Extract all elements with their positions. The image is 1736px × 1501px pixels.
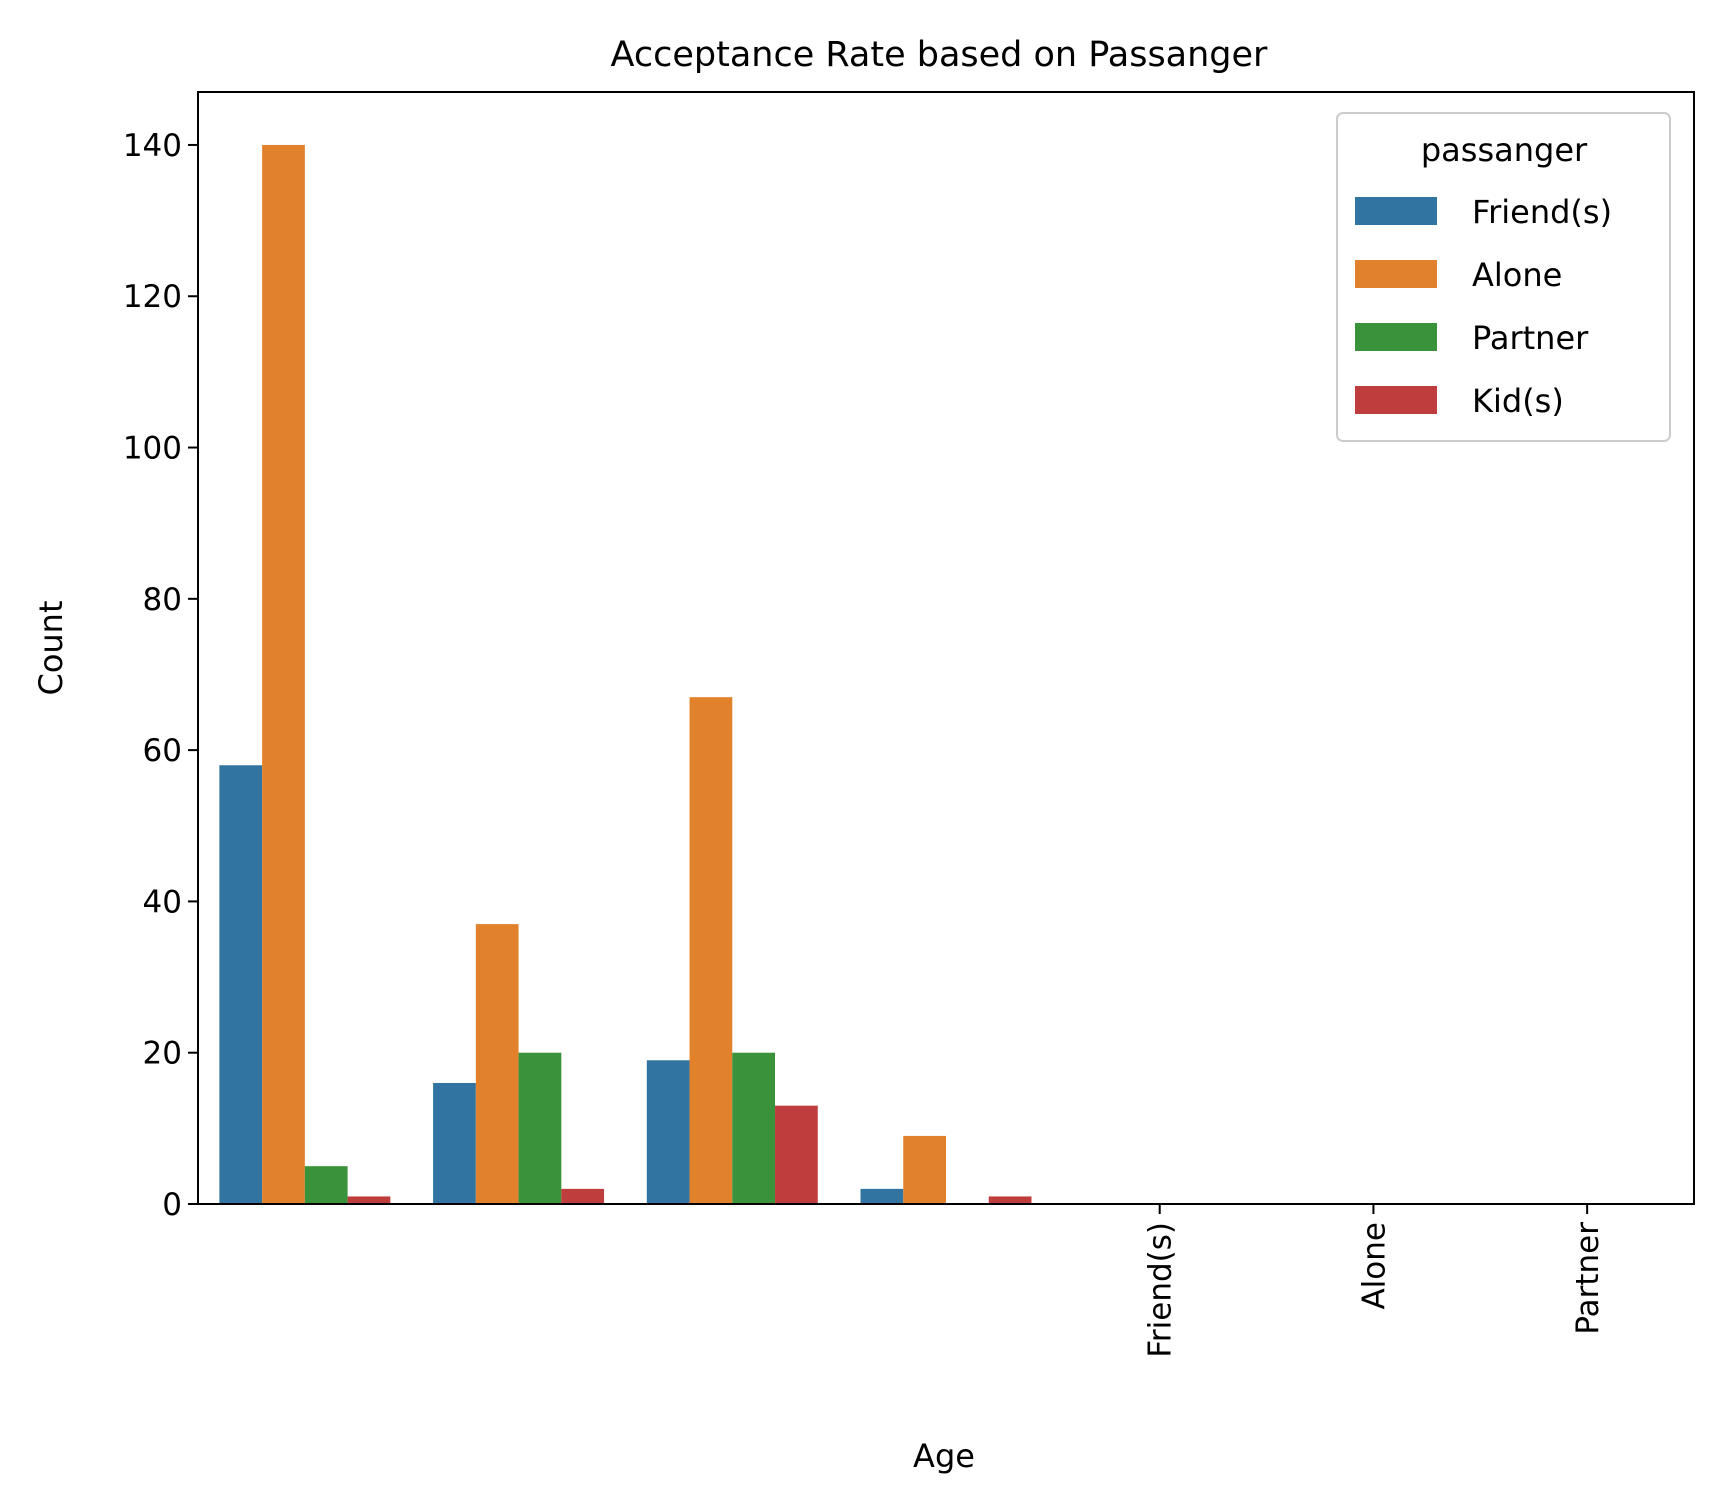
y-tick-label: 20 (143, 1036, 182, 1072)
legend-title: passanger (1421, 131, 1588, 169)
bar-alone-1 (475, 924, 519, 1204)
legend-swatch (1355, 197, 1437, 225)
legend-swatch (1355, 323, 1437, 351)
bar-friends-3 (860, 1188, 904, 1204)
y-tick-label: 60 (143, 733, 182, 769)
y-axis-label: Count (32, 600, 70, 695)
y-tick-label: 80 (143, 582, 182, 618)
x-tick-label: Partner (1570, 1222, 1606, 1335)
y-tick-label: 0 (162, 1187, 182, 1223)
x-tick-label: Friend(s) (1143, 1222, 1179, 1358)
bar-kids-2 (775, 1105, 818, 1204)
y-tick-label: 120 (123, 279, 182, 315)
legend-label: Alone (1472, 256, 1562, 294)
bar-alone-0 (262, 144, 305, 1204)
bar-partner-2 (732, 1052, 776, 1204)
plot-frame (197, 91, 1695, 1205)
bar-kids-1 (561, 1188, 605, 1204)
legend-label: Partner (1472, 319, 1589, 357)
bar-partner-1 (518, 1052, 562, 1204)
bar-partner-0 (304, 1166, 348, 1204)
bar-alone-3 (903, 1135, 946, 1204)
bar-kids-3 (988, 1196, 1032, 1204)
legend: passanger Friend(s) Alone Partner Kid(s) (1336, 112, 1671, 442)
y-tick-label: 40 (143, 884, 182, 920)
x-axis-label: Age (913, 1437, 975, 1475)
legend-swatch (1355, 386, 1437, 414)
legend-box (1336, 112, 1671, 442)
y-tick-label: 140 (123, 128, 182, 164)
x-tick-label: Alone (1356, 1222, 1392, 1310)
y-tick-label: 100 (123, 431, 182, 467)
legend-label: Kid(s) (1472, 382, 1564, 420)
bar-alone-2 (689, 697, 733, 1204)
bar-kids-0 (347, 1196, 391, 1204)
legend-label: Friend(s) (1472, 193, 1612, 231)
legend-swatch (1355, 260, 1437, 288)
bar-friends-2 (646, 1060, 690, 1204)
bar-friends-0 (219, 765, 263, 1204)
bar-friends-1 (433, 1082, 476, 1204)
chart-title: Acceptance Rate based on Passanger (611, 35, 1269, 75)
